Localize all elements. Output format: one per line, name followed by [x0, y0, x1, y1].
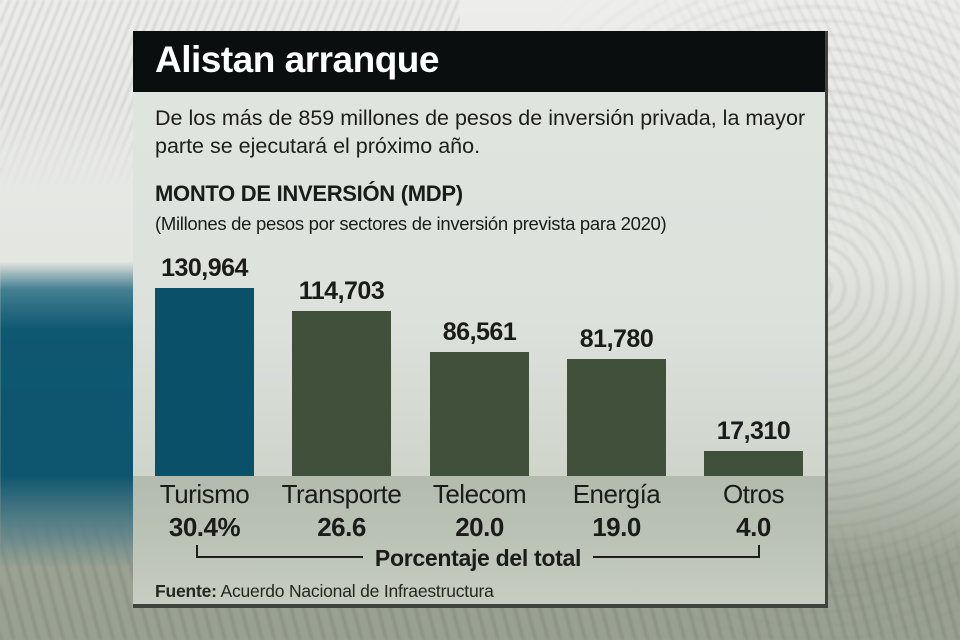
category-label: Turismo: [159, 479, 250, 509]
bracket-tick-right: [758, 545, 761, 558]
source-label: Fuente:: [155, 581, 217, 601]
bar-value-label: 86,561: [442, 318, 517, 346]
source-text: Acuerdo Nacional de Infraestructura: [220, 581, 494, 601]
card-header: Alistan arranque: [133, 31, 825, 92]
bar-value-label: 17,310: [716, 417, 791, 445]
intro-text: De los más de 859 millones de pesos de i…: [155, 106, 806, 158]
chart-subtitle: (Millones de pesos por sectores de inver…: [155, 213, 667, 234]
percentage-bracket: Porcentaje del total: [196, 545, 761, 571]
bar: [292, 311, 391, 476]
bracket-tick-left: [196, 545, 198, 558]
percent-label: 26.6: [317, 512, 366, 542]
percent-label: 20.0: [455, 512, 504, 542]
bar-value-label: 81,780: [579, 325, 654, 353]
teal-accent-block: [0, 262, 134, 567]
bar: [567, 359, 666, 476]
category-label: Telecom: [432, 479, 527, 509]
bar: [155, 288, 254, 476]
percent-label: 4.0: [736, 512, 771, 542]
percent-label: 30.4%: [168, 512, 241, 542]
infographic-card: Alistan arranque De los más de 859 millo…: [133, 31, 828, 608]
bracket-line-left: [198, 556, 363, 558]
bar-chart-plot: 130,964 114,703 86,561 81,780 17,310: [133, 31, 828, 476]
category-label: Energía: [572, 479, 661, 509]
bar-value-label: 130,964: [161, 254, 248, 282]
category-label: Transporte: [281, 479, 402, 509]
percent-label: 19.0: [592, 512, 641, 542]
category-label: Otros: [722, 479, 785, 509]
bar-value-label: 114,703: [298, 277, 385, 305]
percent-axis-label: Porcentaje del total: [374, 545, 582, 571]
category-band: Porcentaje del total Fuente: Acuerdo Nac…: [133, 476, 825, 604]
bar: [430, 352, 529, 476]
bar: [704, 451, 803, 476]
page-title: Alistan arranque: [155, 39, 439, 80]
bracket-line-right: [593, 556, 759, 558]
source-line: Fuente: Acuerdo Nacional de Infraestruct…: [155, 581, 494, 602]
chart-title: MONTO DE INVERSIÓN (MDP): [155, 181, 463, 206]
